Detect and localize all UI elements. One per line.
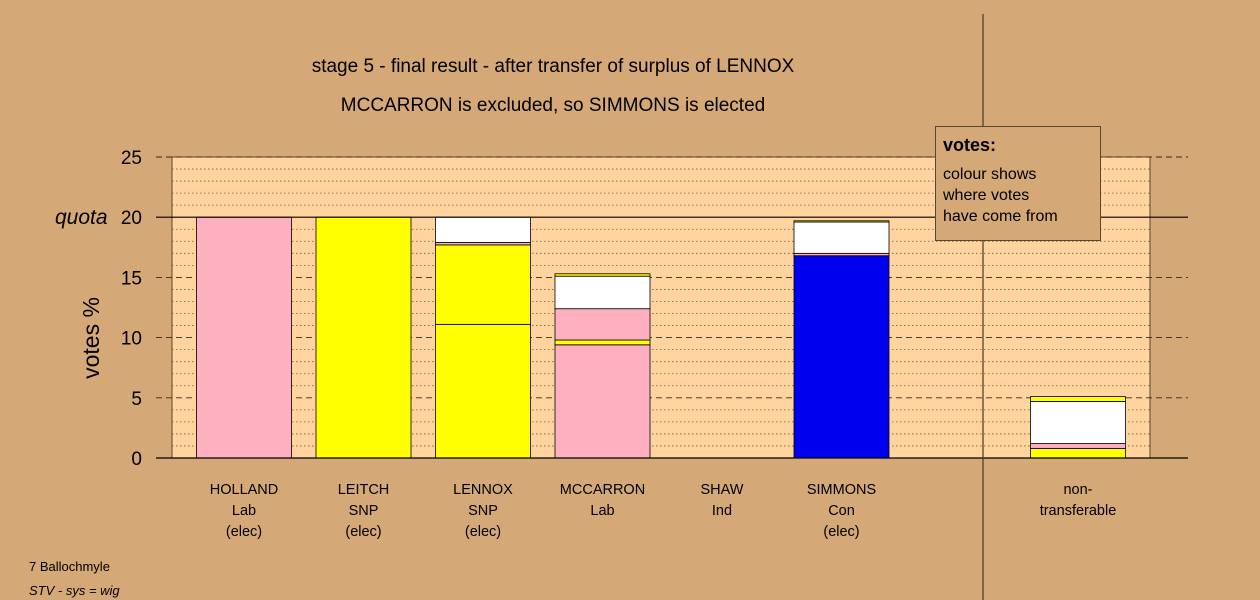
bar-segment [554,308,651,341]
ward-name: 7 Ballochmyle [29,559,110,574]
non-transferable-label: transferable [1040,503,1117,519]
legend-line: colour shows [943,166,1037,183]
bar-segment [1030,396,1126,402]
legend-title: votes: [943,135,997,155]
candidate-label: SNP [468,503,498,519]
bar-non-transferable [1030,396,1126,459]
bar-segment [435,244,531,325]
candidate-label: Ind [712,503,732,519]
candidate-label: Lab [232,503,256,519]
y-axis-label: votes % [78,297,104,379]
bar-segment [793,255,890,459]
y-tick-label: 5 [131,389,142,410]
bar-holland [196,216,292,459]
candidate-label: LENNOX [453,482,513,498]
legend-line: where votes [943,187,1030,204]
y-tick-label: 10 [121,329,142,350]
bar-segment [196,216,292,459]
bar-segment [1030,401,1126,444]
candidate-label: MCCARRON [560,482,645,498]
bar-segment [435,323,531,459]
candidate-label: (elec) [465,524,501,540]
candidate-label: SNP [349,503,379,519]
bar-segment [793,220,890,223]
bar-segment [1030,443,1126,449]
bar-segment [315,216,412,459]
bar-segment [793,221,890,254]
legend: votes: colour shows where votes have com… [935,126,1101,241]
bar-mccarron [554,273,651,459]
legend-line: have come from [943,208,1058,225]
system-note: STV - sys = wig [29,583,120,598]
bar-segment [554,273,651,277]
candidate-label: SHAW [701,482,744,498]
candidate-label: (elec) [823,524,859,540]
bar-segment [1030,447,1126,459]
quota-label: quota [55,206,108,229]
y-tick-label: 0 [131,449,142,470]
candidate-label: LEITCH [338,482,390,498]
candidate-label: SIMMONS [807,482,876,498]
candidate-label: (elec) [345,524,381,540]
y-tick-label: 25 [121,148,142,169]
candidate-label: HOLLAND [210,482,279,498]
bar-segment [435,216,531,243]
chart-subtitle: MCCARRON is excluded, so SIMMONS is elec… [341,95,765,116]
bar-simmons [793,220,890,459]
non-transferable-label: non- [1063,482,1092,498]
y-tick-label: 20 [121,208,142,229]
bar-segment [554,344,651,459]
candidate-label: Con [828,503,855,519]
bar-segment [554,339,651,346]
chart-title: stage 5 - final result - after transfer … [312,56,795,77]
bar-leitch [315,216,412,459]
bar-lennox [435,216,531,459]
candidate-label: Lab [590,503,614,519]
bar-segment [554,275,651,310]
y-tick-label: 15 [121,268,142,289]
candidate-label: (elec) [226,524,262,540]
